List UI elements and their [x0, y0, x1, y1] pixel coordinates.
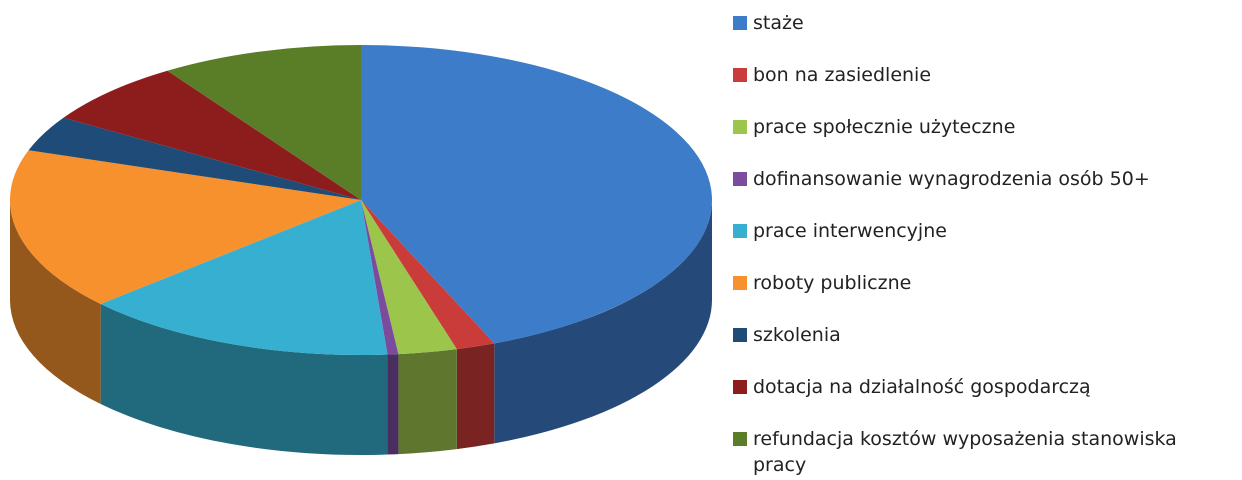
pie-side	[100, 303, 388, 455]
pie-side	[494, 200, 712, 444]
pie-slice	[63, 70, 361, 201]
legend-label: refundacja kosztów wyposażenia stanowisk…	[753, 428, 1177, 476]
legend-swatch	[733, 68, 747, 82]
chart	[9, 45, 713, 455]
pie-side	[398, 349, 457, 455]
legend-item: staże	[733, 10, 1238, 62]
legend-swatch	[733, 432, 747, 446]
legend-swatch	[733, 328, 747, 342]
pie-slice	[361, 45, 713, 344]
legend-item: szkolenia	[733, 322, 1238, 374]
pie-side	[10, 200, 101, 404]
legend-label: bon na zasiedlenie	[753, 64, 932, 86]
legend-swatch	[733, 224, 747, 238]
pie-slice	[28, 117, 362, 200]
legend-item: dotacja na działalność gospodarczą	[733, 374, 1238, 426]
pie-slice	[361, 200, 457, 355]
legend-item: prace interwencyjne	[733, 218, 1238, 270]
legend-item: refundacja kosztów wyposażenia stanowisk…	[733, 426, 1238, 478]
legend-label: roboty publiczne	[753, 272, 912, 294]
legend-swatch	[733, 380, 747, 394]
legend-swatch	[733, 276, 747, 290]
legend-item: prace społecznie użyteczne	[733, 114, 1238, 166]
pie-side	[387, 354, 399, 455]
legend-item: dofinansowanie wynagrodzenia osób 50+	[733, 166, 1238, 218]
legend-label: dotacja na działalność gospodarczą	[753, 376, 1091, 398]
legend-item: bon na zasiedlenie	[733, 62, 1238, 114]
pie-slice	[361, 200, 495, 350]
pie-slice	[361, 200, 399, 355]
pie-side	[456, 343, 495, 450]
legend-label: staże	[753, 12, 804, 34]
legend-swatch	[733, 120, 747, 134]
pie-slice	[9, 150, 361, 304]
legend-item: roboty publiczne	[733, 270, 1238, 322]
legend-swatch	[733, 172, 747, 186]
legend-label: prace społecznie użyteczne	[753, 116, 1016, 138]
legend-label: szkolenia	[753, 324, 841, 346]
legend-swatch	[733, 16, 747, 30]
legend-label: dofinansowanie wynagrodzenia osób 50+	[753, 168, 1150, 190]
legend-label: prace interwencyjne	[753, 220, 947, 242]
pie-slice	[167, 45, 361, 200]
pie-slice	[100, 200, 388, 355]
legend: staże bon na zasiedlenie prace społecznie …	[733, 10, 1238, 478]
